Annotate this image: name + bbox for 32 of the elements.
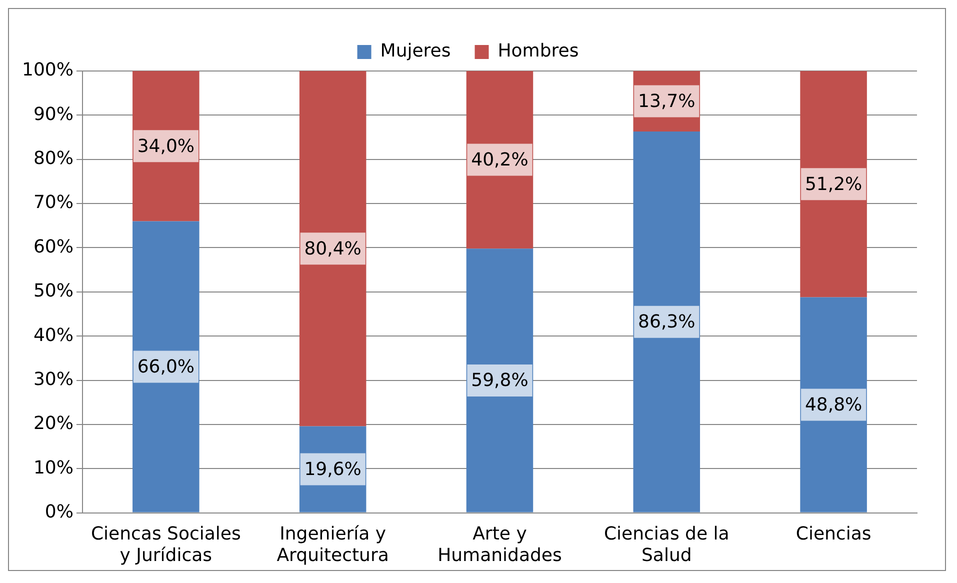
data-label: 59,8% [471,370,528,392]
y-tick-label: 80% [33,148,74,170]
y-tick-label: 10% [33,457,74,478]
data-label: 86,3% [638,312,696,333]
bar [299,71,366,426]
legend-label: Mujeres [380,40,451,62]
x-tick-label: Ciencas Sociales y Jurídicas [90,523,241,566]
data-label: 19,6% [304,458,362,480]
y-tick-label: 40% [33,324,74,346]
legend-label: Hombres [498,40,579,62]
y-tick-label: 90% [33,104,74,125]
y-tick-label: 60% [33,236,74,258]
x-tick-label: Ingeniería y Arquitectura [276,523,389,566]
bar [132,221,200,512]
x-tick-label: Ciencias de la Salud [604,523,730,566]
data-label: 51,2% [804,174,862,195]
y-tick-label: 30% [33,368,74,390]
y-tick-label: 0% [44,501,74,522]
x-tick-label: Arte y Humanidades [438,523,562,566]
data-label: 80,4% [304,238,362,260]
data-label: 34,0% [137,136,195,157]
x-tick-label: Ciencias [796,523,872,544]
bar [633,132,700,512]
y-tick-label: 20% [33,413,74,434]
y-tick-label: 70% [33,192,74,214]
bar [466,248,534,512]
data-label: 13,7% [638,90,696,112]
data-label: 66,0% [137,356,195,378]
data-label: 40,2% [471,149,528,170]
y-tick-label: 50% [33,280,74,302]
data-label: 48,8% [804,394,862,416]
y-tick-label: 100% [22,60,74,81]
